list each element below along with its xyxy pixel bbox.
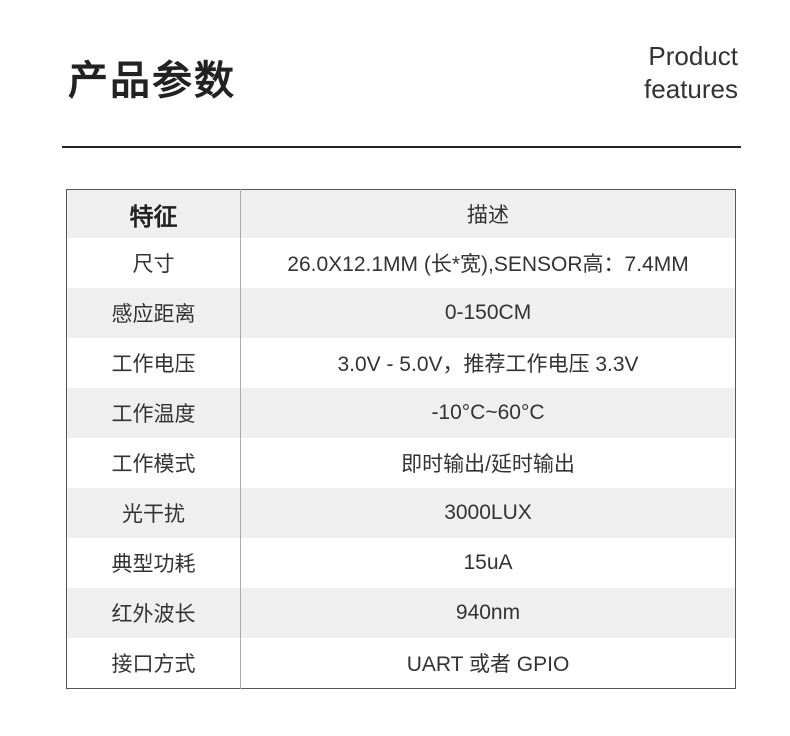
description-cell: 即时输出/延时输出 [240,438,736,488]
table-row: 工作模式 即时输出/延时输出 [66,438,736,488]
column-header-feature: 特征 [66,189,241,238]
description-cell: UART 或者 GPIO [240,638,736,689]
feature-cell: 接口方式 [66,638,241,689]
feature-cell: 典型功耗 [66,538,241,588]
english-subtitle: Product features [644,40,738,106]
description-cell: 940nm [240,588,736,638]
table-row: 感应距离 0-150CM [66,288,736,338]
description-cell: 15uA [240,538,736,588]
column-header-description: 描述 [240,189,736,238]
feature-cell: 工作模式 [66,438,241,488]
feature-cell: 工作温度 [66,388,241,438]
description-cell: 0-150CM [240,288,736,338]
table-row: 尺寸 26.0X12.1MM (长*宽),SENSOR高：7.4MM [66,238,736,288]
table-header: 特征 描述 [66,189,736,238]
table-row: 典型功耗 15uA [66,538,736,588]
subtitle-line-2: features [644,74,738,104]
feature-cell: 光干扰 [66,488,241,538]
page-title: 产品参数 [68,58,236,104]
subtitle-line-1: Product [648,41,738,71]
table-row: 工作温度 -10°C~60°C [66,388,736,438]
description-cell: 3.0V - 5.0V，推荐工作电压 3.3V [240,338,736,388]
feature-cell: 工作电压 [66,338,241,388]
feature-cell: 尺寸 [66,238,241,288]
description-cell: 3000LUX [240,488,736,538]
table-row: 光干扰 3000LUX [66,488,736,538]
table-row: 接口方式 UART 或者 GPIO [66,638,736,689]
description-cell: 26.0X12.1MM (长*宽),SENSOR高：7.4MM [240,238,736,288]
description-cell: -10°C~60°C [240,388,736,438]
spec-table: 特征 描述 尺寸 26.0X12.1MM (长*宽),SENSOR高：7.4MM 感… [66,189,736,689]
feature-cell: 感应距离 [66,288,241,338]
divider [62,146,741,148]
table-row: 工作电压 3.0V - 5.0V，推荐工作电压 3.3V [66,338,736,388]
feature-cell: 红外波长 [66,588,241,638]
table-row: 红外波长 940nm [66,588,736,638]
